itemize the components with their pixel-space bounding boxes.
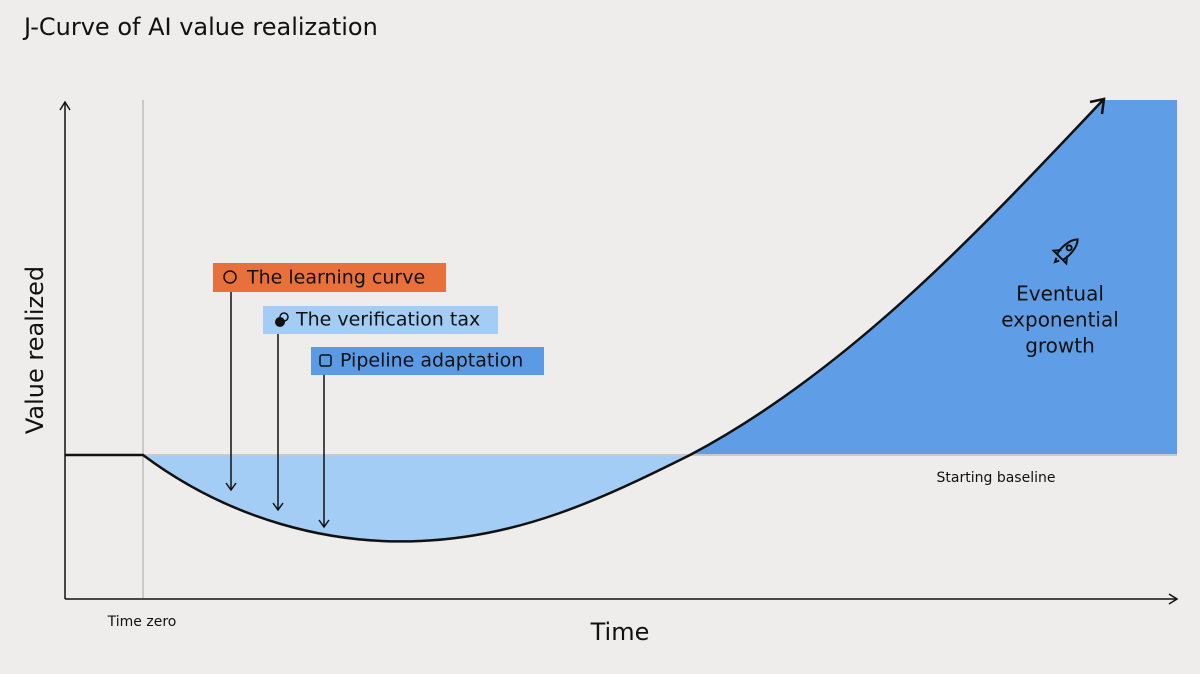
factor-label: The verification tax [295, 309, 480, 331]
dip-area [143, 455, 690, 542]
curve-arrowhead [1089, 97, 1106, 115]
factor-label: Pipeline adaptation [340, 350, 523, 372]
j-curve [65, 99, 1104, 543]
growth-label: exponential [1001, 308, 1119, 332]
baseline-label: Starting baseline [937, 470, 1056, 486]
axes [59, 100, 1179, 605]
growth-area [690, 100, 1177, 455]
factor-tag: The learning curve [213, 263, 446, 492]
factor-tag: Pipeline adaptation [311, 347, 544, 529]
x-axis-label: Time [590, 618, 650, 646]
factor-tag: The verification tax [263, 306, 498, 512]
factor-label: The learning curve [246, 267, 425, 289]
title: J-Curve of AI value realization [22, 13, 378, 41]
growth-label: growth [1025, 334, 1095, 358]
growth-label: Eventual [1016, 282, 1104, 306]
y-axis-label: Value realized [21, 266, 49, 434]
time-zero-label: Time zero [107, 614, 177, 630]
rocket-icon [1051, 238, 1079, 266]
